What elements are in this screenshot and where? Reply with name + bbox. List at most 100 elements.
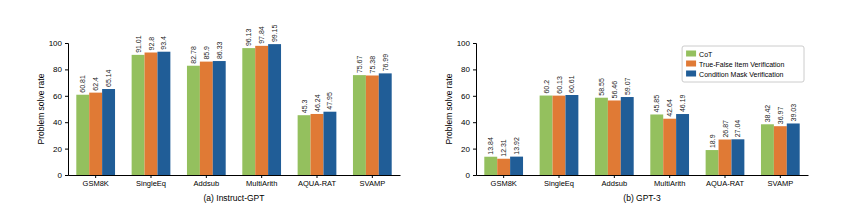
tick-label: Addsub: [602, 179, 627, 188]
tick: Addsub: [194, 175, 219, 188]
bar: [379, 73, 392, 175]
data-label: 59.07: [624, 77, 631, 95]
bar: [761, 124, 774, 175]
tick-mark: [65, 149, 68, 150]
bar: [540, 96, 553, 175]
data-label: 85.9: [203, 46, 210, 60]
bar: [145, 53, 158, 175]
tick: SVAMP: [359, 175, 385, 188]
bar: [510, 157, 523, 175]
data-label: 47.95: [326, 92, 333, 110]
legend-label: True-False Item Verification: [699, 61, 784, 68]
tick-mark: [725, 175, 726, 178]
data-label: 91.01: [135, 35, 142, 53]
bar: [353, 75, 366, 175]
tick-label: 80: [461, 65, 470, 74]
bar: [621, 97, 634, 175]
data-label: 38.42: [764, 105, 771, 123]
data-label: 36.97: [777, 107, 784, 125]
data-label: 96.13: [245, 28, 252, 46]
y-axis: 020406080100: [457, 39, 477, 180]
tick: SingleEq: [136, 175, 166, 188]
tick-label: 100: [457, 39, 471, 48]
legend-swatch: [686, 61, 696, 67]
data-label: 97.84: [258, 26, 265, 44]
axis-title: Problem solve rate: [444, 73, 454, 144]
legend-swatch: [686, 51, 696, 57]
legend: CoTTrue-False Item VerificationCondition…: [682, 46, 804, 82]
bar: [213, 61, 226, 175]
bar: [366, 75, 379, 175]
tick: 80: [461, 65, 476, 74]
tick: 0: [466, 171, 476, 180]
bar: [242, 48, 255, 175]
tick-mark: [503, 175, 504, 178]
bar: [76, 95, 89, 175]
tick: AQUA-RAT: [706, 175, 745, 188]
tick-label: SVAMP: [767, 179, 793, 188]
panel: 13.8460.258.5545.8518.938.4212.3160.1356…: [444, 39, 809, 203]
data-label: 39.03: [790, 104, 797, 122]
data-label: 75.67: [356, 55, 363, 73]
tick-mark: [669, 175, 670, 178]
tick: SVAMP: [767, 175, 793, 188]
tick: 40: [53, 118, 68, 127]
tick-label: 20: [53, 145, 62, 154]
data-label: 60.61: [568, 75, 575, 93]
bar: [553, 96, 566, 175]
bar: [497, 159, 510, 175]
tick-mark: [372, 175, 373, 178]
bar: [484, 157, 497, 175]
axis-line: [477, 175, 809, 176]
tick-label: AQUA-RAT: [298, 179, 337, 188]
bar: [663, 119, 676, 175]
tick-label: SVAMP: [359, 179, 385, 188]
tick-label: 0: [466, 171, 471, 180]
bar: [323, 112, 336, 175]
bar: [565, 95, 578, 175]
panel: 60.8191.0182.7896.1345.375.6762.492.885.…: [36, 24, 401, 203]
tick-label: GSM8K: [83, 179, 109, 188]
tick-label: 0: [58, 171, 63, 180]
bar: [268, 44, 281, 175]
tick: GSM8K: [83, 175, 109, 188]
data-label: 99.15: [271, 24, 278, 42]
tick-label: SingleEq: [136, 179, 166, 188]
data-label: 12.31: [500, 139, 507, 157]
tick-mark: [559, 175, 560, 178]
bar: [298, 115, 311, 175]
bar: [255, 46, 268, 175]
data-label: 60.2: [543, 80, 550, 94]
axis-line: [69, 175, 401, 176]
data-label: 62.4: [92, 77, 99, 91]
tick-label: SingleEq: [544, 179, 574, 188]
tick: 100: [49, 39, 68, 48]
tick-mark: [65, 96, 68, 97]
data-label: 45.85: [653, 95, 660, 113]
bar: [608, 100, 621, 175]
x-axis: GSM8KSingleEqAddsubMultiArithAQUA-RATSVA…: [69, 175, 401, 188]
tick: 20: [461, 145, 476, 154]
data-label: 26.87: [722, 120, 729, 138]
data-label: 46.19: [679, 94, 686, 112]
bar: [787, 123, 800, 175]
data-label: 56.46: [611, 81, 618, 99]
tick-label: GSM8K: [491, 179, 517, 188]
data-label: 45.3: [301, 99, 308, 113]
data-label: 92.8: [148, 37, 155, 51]
bar: [774, 126, 787, 175]
data-label: 60.13: [556, 76, 563, 94]
legend-label: CoT: [699, 51, 713, 58]
bar: [311, 114, 324, 175]
data-label: 13.84: [487, 137, 494, 155]
tick: 80: [53, 65, 68, 74]
tick-label: 60: [461, 92, 470, 101]
tick: 60: [461, 92, 476, 101]
x-axis: GSM8KSingleEqAddsubMultiArithAQUA-RATSVA…: [477, 175, 809, 188]
bar: [731, 139, 744, 175]
tick-label: 60: [53, 92, 62, 101]
tick-label: AQUA-RAT: [706, 179, 745, 188]
tick: 0: [58, 171, 68, 180]
bar: [89, 93, 102, 175]
tick-mark: [473, 96, 476, 97]
